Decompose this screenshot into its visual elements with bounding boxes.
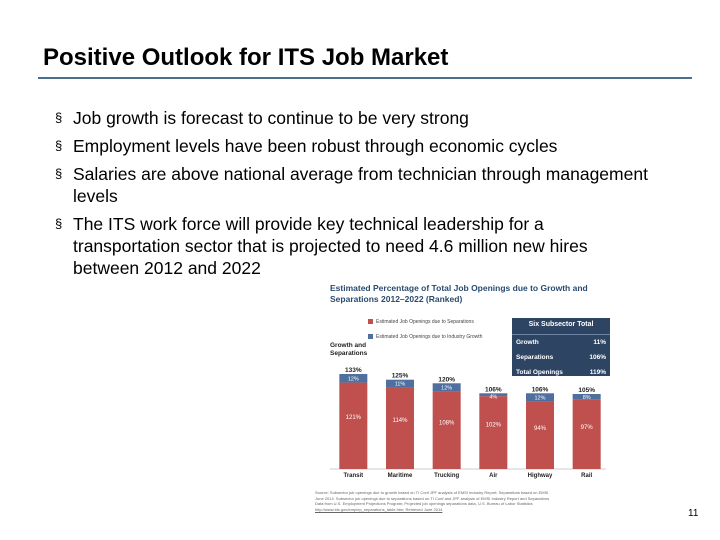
legend-swatch-growth <box>368 334 373 339</box>
data-label-total: 120% <box>438 376 455 383</box>
chart-legend: Estimated Job Openings due to Separation… <box>368 314 482 344</box>
data-label-growth: 11% <box>395 382 406 388</box>
data-label-separations: 94% <box>534 426 547 432</box>
data-label-total: 106% <box>485 386 502 393</box>
bar-separations <box>479 396 508 469</box>
bar-growth <box>479 393 508 397</box>
data-label-growth: 8% <box>583 395 591 401</box>
legend-label: Estimated Job Openings due to Industry G… <box>376 333 483 340</box>
data-label-separations: 114% <box>393 418 409 424</box>
data-label-total: 125% <box>392 373 409 380</box>
summary-row-growth: Growth 11% <box>512 335 610 350</box>
bullet-marker: § <box>55 110 63 125</box>
bullet-list: § Job growth is forecast to continue to … <box>55 107 655 285</box>
data-label-separations: 97% <box>581 425 594 431</box>
bar-growth <box>572 394 601 400</box>
x-tick-label: Maritime <box>388 473 413 479</box>
legend-item-separations: Estimated Job Openings due to Separation… <box>368 314 482 329</box>
source-line: June 2014. Subsector job openings due to… <box>315 495 550 501</box>
x-tick-label: Highway <box>528 473 553 479</box>
data-label-separations: 121% <box>346 415 362 421</box>
bullet-marker: § <box>55 166 63 181</box>
bullet-item: § The ITS work force will provide key te… <box>55 213 633 279</box>
data-label-total: 106% <box>532 386 549 393</box>
bullet-item: § Job growth is forecast to continue to … <box>55 107 655 129</box>
summary-row-total: Total Openings 119% <box>512 365 610 380</box>
data-label-growth: 12% <box>348 376 359 382</box>
bar-separations <box>526 401 554 469</box>
chart-source-note: Source: Subsector job openings due to gr… <box>315 490 605 512</box>
summary-row-separations: Separations 106% <box>512 350 610 365</box>
data-label-total: 105% <box>578 387 595 394</box>
summary-label: Total Openings <box>516 369 563 376</box>
bullet-marker: § <box>55 138 63 153</box>
data-label-separations: 102% <box>486 423 502 429</box>
source-line: Data from U.S. Employment Projections Pr… <box>315 501 533 506</box>
legend-item-growth: Estimated Job Openings due to Industry G… <box>368 329 482 344</box>
summary-header: Six Subsector Total <box>512 318 610 335</box>
bullet-text: Employment levels have been robust throu… <box>73 136 558 156</box>
data-label-separations: 108% <box>439 420 455 426</box>
data-label-total: 133% <box>345 367 362 374</box>
data-label-growth: 4% <box>489 394 497 400</box>
bullet-item: § Employment levels have been robust thr… <box>55 135 655 157</box>
bar-separations <box>432 391 461 469</box>
source-line: Source: Subsector job openings due to gr… <box>315 490 549 495</box>
page-number: 11 <box>688 508 699 519</box>
y-axis-caption: Growth and Separations <box>330 342 368 357</box>
bar-separations <box>339 382 368 469</box>
x-tick-label: Air <box>489 473 498 479</box>
bullet-item: § Salaries are above national average fr… <box>55 163 655 207</box>
title-divider <box>38 77 692 79</box>
bar-growth <box>526 393 554 402</box>
summary-label: Growth <box>516 339 539 346</box>
bullet-text: Job growth is forecast to continue to be… <box>73 108 469 128</box>
summary-value: 11% <box>593 339 606 346</box>
bar-plot: 121% 12% 133% Transit 114% 11% 125% Maritime 108… <box>330 367 606 479</box>
x-tick-label: Trucking <box>434 473 459 479</box>
bullet-text: Salaries are above national average from… <box>73 164 648 206</box>
bar-separations <box>386 387 414 469</box>
bar-growth <box>339 374 368 383</box>
slide-title: Positive Outlook for ITS Job Market <box>43 44 449 71</box>
summary-value: 106% <box>589 354 606 361</box>
legend-label: Estimated Job Openings due to Separation… <box>376 318 474 325</box>
x-tick-label: Transit <box>343 473 363 479</box>
data-label-growth: 12% <box>441 386 452 392</box>
bar-growth <box>432 383 461 392</box>
data-label-growth: 12% <box>534 396 545 402</box>
x-tick-label: Rail <box>581 473 592 479</box>
bar-separations <box>572 399 601 469</box>
source-line: http://www.bls.gov/emp/ep_separations_ta… <box>315 506 443 512</box>
job-openings-chart: Estimated Percentage of Total Job Openin… <box>310 280 610 520</box>
chart-title: Estimated Percentage of Total Job Openin… <box>330 283 588 304</box>
summary-table: Six Subsector Total Growth 11% Separatio… <box>512 318 610 376</box>
legend-swatch-separations <box>368 319 373 324</box>
bullet-text: The ITS work force will provide key tech… <box>73 214 588 278</box>
summary-label: Separations <box>516 354 554 361</box>
bar-growth <box>386 379 414 388</box>
summary-value: 119% <box>589 369 606 376</box>
bullet-marker: § <box>55 216 63 231</box>
